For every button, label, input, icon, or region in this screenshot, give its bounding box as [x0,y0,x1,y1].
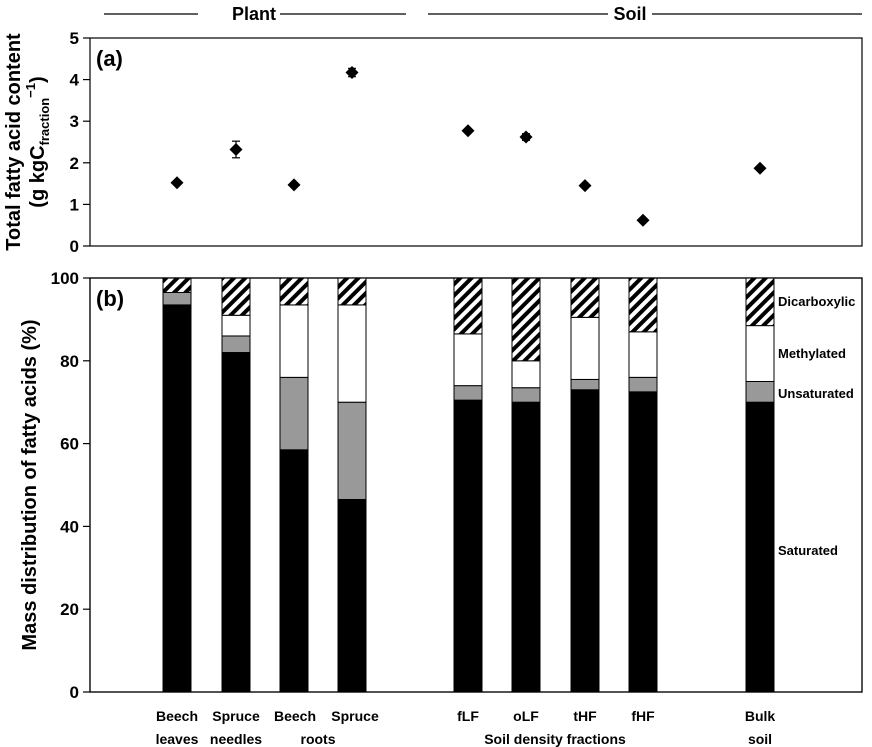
bar-segment-saturated [628,391,658,693]
ylabel-suffix: ) [27,76,49,83]
ylabel-prefix: (g kgC [27,145,49,207]
bar-segment-saturated [279,449,309,693]
bar-segment-unsaturated [511,387,541,403]
category-label-soil-density-fractions: Soil density fractions [484,731,626,747]
bar-segment-saturated [162,304,192,693]
bar-segment-unsaturated [570,378,600,391]
panel-a-tick-label: 5 [70,29,79,48]
bar-segment-unsaturated [628,376,658,393]
panel-a-tick-label: 3 [70,112,79,131]
category-label-bulk-soil-1: Bulk [745,708,776,724]
panel-b-y-axis-label: Mass distribution of fatty acids (%) [19,319,41,650]
panel-b-tick-label: 20 [60,600,79,619]
soil-group-label: Soil [613,4,646,24]
panel-a-tick-label: 2 [70,154,79,173]
panel-a-ylabel-line1: Total fatty acid content [3,33,25,251]
group-headers: Plant Soil [104,4,862,24]
bar-segment-unsaturated [453,385,483,401]
bar-segment-dicarboxylic [570,277,600,318]
data-point-diamond [461,124,475,138]
category-label-beech-roots-2: roots [301,731,336,747]
panel-b-tick-label: 0 [70,683,79,702]
panel-b-tick-label: 60 [60,435,79,454]
bar-segment-dicarboxylic [221,277,251,316]
data-point-diamond [753,161,767,175]
bar-segment-methylated [745,325,775,382]
data-point-diamond [345,66,359,80]
bar-segment-dicarboxylic [279,277,309,306]
panel-b-y-ticks: 0 20 40 60 80 100 [51,269,90,702]
panel-a-scatter: (a) 0 1 2 3 4 5 Total fatty acid content (g k… [3,29,863,256]
panel-a-tick-label: 1 [70,195,79,214]
data-point-diamond [287,178,301,192]
bar-segment-methylated [279,304,309,378]
bar-segment-saturated [570,389,600,693]
bar-segment-methylated [337,304,367,403]
bar-segment-saturated [453,399,483,693]
panel-a-y-ticks: 0 1 2 3 4 5 [70,29,90,256]
panel-a-tick-label: 4 [70,71,80,90]
ylabel-superscript: −1 [23,83,38,98]
data-point-diamond [170,176,184,190]
panel-b-frame-overlay [89,277,863,693]
legend-dicarboxylic: Dicarboxylic [778,294,855,309]
bar-segment-unsaturated [337,401,367,500]
panel-b-tag: (b) [96,286,124,311]
bar-segment-unsaturated [221,335,251,354]
data-point-diamond [229,142,243,156]
panel-a-frame [89,37,863,247]
plant-group-label: Plant [232,4,276,24]
bar-segment-dicarboxylic [162,277,192,293]
data-point-diamond [636,213,650,227]
legend-methylated: Methylated [778,346,846,361]
bar-segment-unsaturated [279,376,309,451]
data-point-diamond [519,130,533,144]
category-label-fhf: fHF [631,708,655,724]
bar-segment-methylated [628,331,658,378]
panel-b-stacked-bar: (b) 0 20 40 60 80 100 Mass distribution of fa… [19,269,863,702]
bar-segment-saturated [745,401,775,693]
bar-segment-methylated [570,316,600,380]
data-point-diamond [578,179,592,193]
panel-b-tick-label: 100 [51,269,79,288]
panel-a-y-axis-label: Total fatty acid content (g kgCfraction−… [3,33,52,251]
bar-segment-dicarboxylic [745,277,775,327]
legend-saturated: Saturated [778,543,838,558]
panel-a-points [170,66,767,227]
panel-b-bars [162,277,775,693]
category-label-olf: oLF [513,708,539,724]
panel-b-tick-label: 40 [60,517,79,536]
panel-b-legend: Dicarboxylic Methylated Unsaturated Satu… [778,294,855,558]
bar-segment-saturated [511,401,541,693]
category-label-bulk-soil-2: soil [748,731,772,747]
category-label-spruce-needles-1: Spruce [212,708,260,724]
category-label-spruce-needles-2: needles [210,731,262,747]
bar-segment-unsaturated [745,381,775,403]
category-label-beech-leaves-1: Beech [156,708,198,724]
legend-unsaturated: Unsaturated [778,386,854,401]
category-label-flf: fLF [457,708,479,724]
category-label-beech-roots-1: Beech [274,708,316,724]
category-label-spruce: Spruce [331,708,379,724]
category-label-thf: tHF [573,708,597,724]
panel-a-tick-label: 0 [70,237,79,256]
bar-segment-dicarboxylic [453,277,483,335]
bar-segment-saturated [221,352,251,693]
panel-a-tag: (a) [96,46,123,71]
bar-segment-unsaturated [162,291,192,306]
bar-segment-dicarboxylic [511,277,541,362]
bar-segment-methylated [453,333,483,387]
bar-segment-methylated [511,360,541,389]
panel-b-tick-label: 80 [60,352,79,371]
ylabel-subscript: fraction [37,98,52,146]
bar-segment-dicarboxylic [628,277,658,333]
bar-segment-saturated [337,498,367,693]
category-label-beech-leaves-2: leaves [156,731,199,747]
bar-segment-methylated [221,314,251,337]
category-labels: Beech leaves Spruce needles Beech roots … [156,708,776,747]
panel-a-ylabel-line2: (g kgCfraction−1) [23,76,52,207]
bar-segment-dicarboxylic [337,277,367,306]
